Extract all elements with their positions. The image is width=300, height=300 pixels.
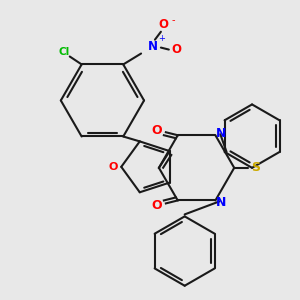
Text: N: N <box>148 40 158 53</box>
Text: Cl: Cl <box>58 46 69 56</box>
Text: N: N <box>216 127 226 140</box>
Text: O: O <box>152 124 162 137</box>
Text: O: O <box>158 18 168 31</box>
Text: -: - <box>171 15 175 25</box>
Text: O: O <box>172 43 182 56</box>
Text: S: S <box>251 161 260 174</box>
Text: O: O <box>109 162 118 172</box>
Text: N: N <box>216 196 226 209</box>
Text: +: + <box>158 34 165 43</box>
Text: O: O <box>152 199 162 212</box>
